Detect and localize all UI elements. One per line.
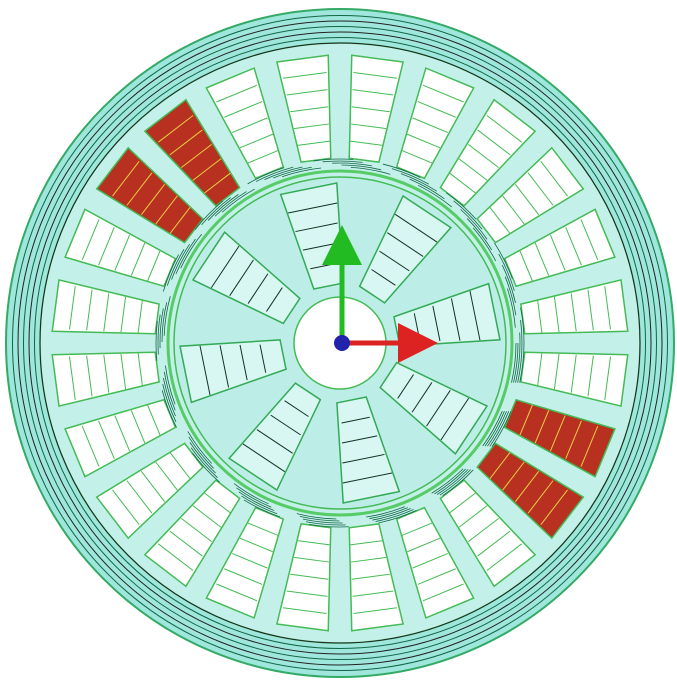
page: (() => { const NS = 'http://www.w3.org/2… <box>0 0 677 686</box>
origin <box>334 335 350 351</box>
machine-flux-plot <box>0 0 677 686</box>
